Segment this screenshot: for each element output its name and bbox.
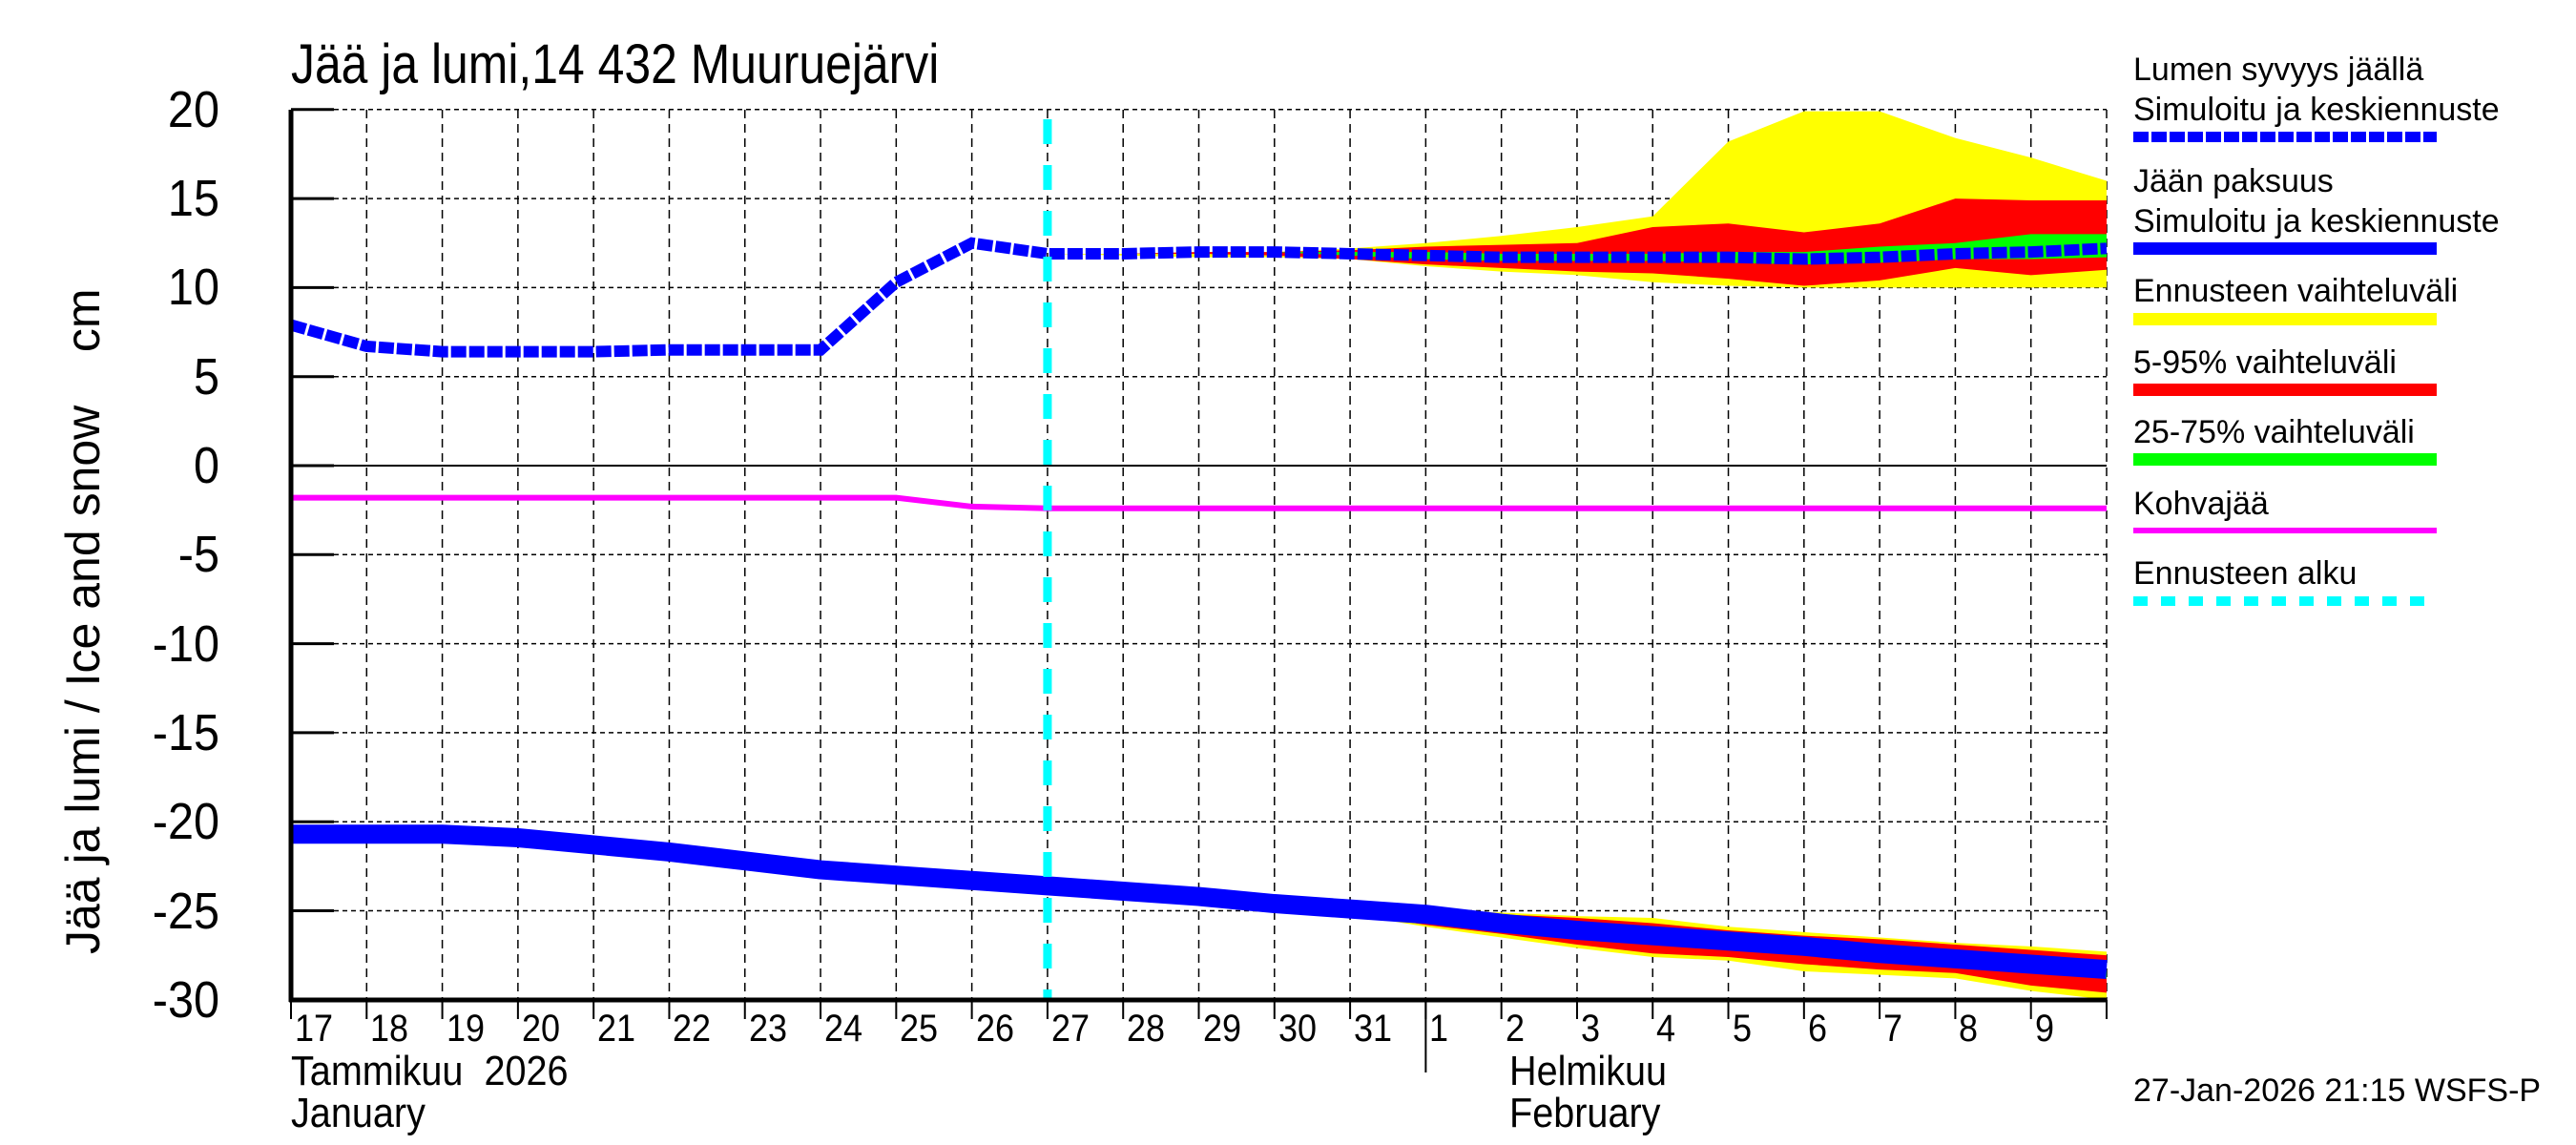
legend-slush-line-icon	[2133, 528, 2437, 533]
slush-ice-line	[291, 494, 2107, 511]
legend-snow-subtitle: Simuloitu ja keskiennuste	[2133, 92, 2500, 128]
legend-range-25-75-swatch-icon	[2133, 453, 2437, 466]
y-tick-label: -20	[152, 793, 219, 851]
timestamp-label: 27-Jan-2026 21:15 WSFS-P	[2133, 1072, 2542, 1109]
month-label-january-fi: Tammikuu 2026	[291, 1048, 569, 1094]
y-tick-label: 0	[193, 437, 219, 494]
ice-thickness-line	[291, 824, 2108, 980]
x-tick-label: 7	[1883, 1008, 1903, 1050]
x-tick-label: 31	[1354, 1008, 1393, 1050]
month-label-january-en: January	[291, 1090, 426, 1136]
x-tick-label: 24	[824, 1008, 863, 1050]
x-tick-label: 9	[2034, 1008, 2054, 1050]
legend-ice-subtitle: Simuloitu ja keskiennuste	[2133, 203, 2500, 239]
legend-forecast-start: Ennusteen alku	[2133, 555, 2358, 592]
legend-snow-dashed-line-icon	[2133, 132, 2437, 142]
x-tick-label: 4	[1656, 1008, 1676, 1050]
x-tick-label: 18	[370, 1008, 409, 1050]
x-tick-label: 23	[748, 1008, 787, 1050]
legend-range-25-75: 25-75% vaihteluväli	[2133, 414, 2415, 450]
y-tick-label: 5	[193, 347, 219, 406]
x-tick-label: 6	[1807, 1008, 1827, 1050]
y-tick-label: 15	[167, 170, 219, 228]
snow-depth-dashed-line	[289, 237, 2108, 358]
x-tick-label: 5	[1732, 1008, 1752, 1050]
legend-forecast-start-dashed-line-icon	[2133, 596, 2437, 606]
legend-range-5-95-swatch-icon	[2133, 384, 2437, 396]
plot-frame	[288, 108, 2108, 1072]
snow-range-5-95-band	[1047, 198, 2107, 286]
x-tick-label: 8	[1959, 1008, 1979, 1050]
x-tick-label: 22	[673, 1008, 712, 1050]
x-tick-label: 1	[1429, 1008, 1449, 1050]
month-label-february-fi: Helmikuu	[1509, 1048, 1668, 1094]
legend-slush-ice: Kohvajää	[2133, 486, 2269, 522]
legend-ice-title: Jään paksuus	[2133, 163, 2334, 199]
x-tick-label: 21	[597, 1008, 636, 1050]
legend-range-5-95: 5-95% vaihteluväli	[2133, 344, 2397, 381]
x-tick-label: 26	[975, 1008, 1014, 1050]
x-tick-label: 30	[1278, 1008, 1317, 1050]
x-tick-label: 29	[1202, 1008, 1241, 1050]
x-tick-label: 25	[900, 1008, 939, 1050]
x-tick-label: 27	[1050, 1008, 1090, 1050]
legend-range-all: Ennusteen vaihteluväli	[2133, 273, 2459, 309]
legend-ice-line-icon	[2133, 242, 2437, 255]
y-tick-label: -15	[152, 703, 219, 761]
x-tick-label: 28	[1127, 1008, 1166, 1050]
month-label-february-en: February	[1509, 1090, 1661, 1136]
y-tick-label: -10	[152, 614, 219, 673]
y-tick-label: -25	[152, 882, 219, 940]
x-tick-label: 2	[1505, 1008, 1525, 1050]
y-tick-label: -5	[177, 526, 219, 584]
series-lines	[289, 119, 2108, 1000]
x-tick-label: 20	[521, 1008, 560, 1050]
chart-title: Jää ja lumi,14 432 Muuruejärvi	[291, 33, 940, 95]
legend-snow-title: Lumen syvyys jäällä	[2133, 52, 2424, 88]
x-tick-label: 19	[446, 1008, 485, 1050]
y-tick-label: -30	[152, 970, 219, 1029]
y-tick-label: 20	[167, 80, 219, 138]
x-tick-label: 17	[295, 1008, 334, 1050]
y-tick-label: 10	[167, 259, 219, 317]
x-tick-label: 3	[1580, 1008, 1600, 1050]
legend-range-all-swatch-icon	[2133, 313, 2437, 325]
y-axis-label: Jää ja lumi / Ice and snow cm	[56, 288, 110, 954]
